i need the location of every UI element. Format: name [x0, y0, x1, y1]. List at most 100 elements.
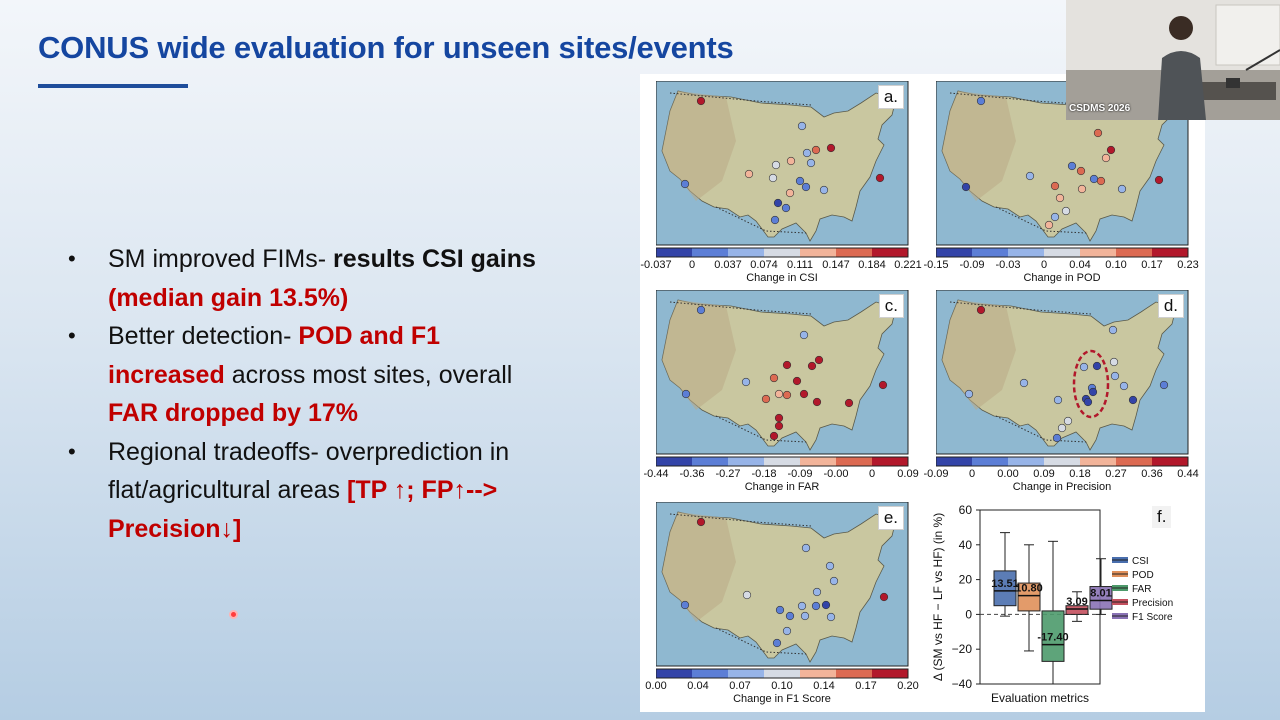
- site-marker: [1110, 371, 1120, 381]
- map-terrain: [662, 512, 736, 622]
- webcam-scene: [1066, 0, 1280, 120]
- site-marker: [785, 611, 795, 621]
- site-marker: [1101, 153, 1111, 163]
- colorbar-tick: 0.04: [687, 680, 709, 692]
- colorbar-tick: 0.04: [1069, 259, 1091, 271]
- site-marker: [742, 590, 752, 600]
- legend-entry: FAR: [1132, 584, 1151, 595]
- site-marker: [681, 389, 691, 399]
- colorbar-label: Change in FAR: [744, 481, 820, 493]
- site-marker: [785, 188, 795, 198]
- map-border: [669, 513, 812, 655]
- map-border: [669, 301, 812, 443]
- colorbar-tick: 0.09: [1033, 468, 1055, 480]
- box-precision: [1065, 605, 1089, 615]
- bullet-list: • SM improved FIMs- results CSI gains (m…: [68, 240, 608, 548]
- median-label: 8.01: [1090, 587, 1111, 599]
- legend-entry: F1 Score: [1132, 612, 1173, 623]
- colorbar-tick: 0.111: [787, 259, 813, 271]
- site-marker: [696, 305, 706, 315]
- colorbar-tick: 0.17: [855, 680, 877, 692]
- site-marker: [806, 158, 816, 168]
- site-marker: [1050, 181, 1060, 191]
- colorbar-segment: [836, 669, 873, 678]
- y-tick-label: 60: [959, 503, 973, 517]
- site-marker: [773, 198, 783, 208]
- site-marker: [875, 173, 885, 183]
- site-marker: [799, 389, 809, 399]
- colorbar-tick: 0.44: [1177, 468, 1199, 480]
- colorbar-segment: [972, 248, 1009, 257]
- colorbar-tick: 0: [968, 468, 976, 480]
- site-marker: [1119, 381, 1129, 391]
- map-panel-e: e. 0.00 0.04 0.07 0.10 0.14 0.17 0.20 Change in …: [645, 502, 919, 712]
- title-underline: [38, 84, 188, 88]
- site-marker: [782, 626, 792, 636]
- map-panel-d: d. -0.09 0 0.00 0.09 0.18 0.27 0.36 0.44 Change i…: [923, 290, 1199, 500]
- colorbar-segment: [936, 457, 973, 466]
- site-marker: [782, 390, 792, 400]
- median-label: 10.80: [1015, 583, 1043, 595]
- colorbar-tick: -0.36: [679, 468, 705, 480]
- colorbar-tick: 0.23: [1177, 259, 1199, 271]
- bullet-text: Better detection-: [108, 322, 299, 350]
- site-marker: [774, 413, 784, 423]
- y-tick-label: −40: [952, 677, 973, 691]
- site-marker: [807, 361, 817, 371]
- panel-letter: a.: [877, 85, 904, 109]
- colorbar-segment: [836, 248, 873, 257]
- colorbar-tick: 0.36: [1141, 468, 1163, 480]
- colorbar-segment: [692, 457, 729, 466]
- colorbar-segment: [656, 248, 693, 257]
- site-marker: [775, 605, 785, 615]
- site-marker: [1055, 193, 1065, 203]
- site-marker: [819, 185, 829, 195]
- slide-title: CONUS wide evaluation for unseen sites/e…: [38, 30, 734, 65]
- map-border: [949, 301, 1092, 443]
- site-marker: [769, 431, 779, 441]
- map-border: [669, 92, 812, 234]
- colorbar-tick: 0.07: [729, 680, 751, 692]
- colorbar-segment: [800, 669, 837, 678]
- site-marker: [1057, 423, 1067, 433]
- site-marker: [1154, 175, 1164, 185]
- colorbar-tick: 0: [1040, 259, 1048, 271]
- colorbar-frame: [656, 456, 909, 467]
- y-tick-label: 40: [959, 538, 973, 552]
- bullet-dot-icon: •: [68, 438, 76, 464]
- site-marker: [1019, 378, 1029, 388]
- median-label: 3.09: [1066, 596, 1087, 608]
- colorbar-segment: [800, 248, 837, 257]
- site-marker: [976, 96, 986, 106]
- colorbar-frame: [656, 247, 909, 258]
- site-marker: [811, 601, 821, 611]
- site-marker: [961, 182, 971, 192]
- site-marker: [795, 176, 805, 186]
- site-marker: [1108, 325, 1118, 335]
- colorbar-tick: -0.15: [923, 259, 949, 271]
- bullet-text-red: increased: [108, 360, 225, 389]
- site-marker: [774, 389, 784, 399]
- colorbar-segment: [1116, 248, 1153, 257]
- site-marker: [1050, 212, 1060, 222]
- site-marker: [1052, 433, 1062, 443]
- panel-letter: e.: [877, 506, 904, 530]
- colorbar-segment: [1152, 248, 1189, 257]
- site-marker: [802, 148, 812, 158]
- colorbar-tick: 0.10: [771, 680, 793, 692]
- site-marker: [1096, 176, 1106, 186]
- colorbar-frame: [656, 668, 909, 679]
- site-marker: [680, 179, 690, 189]
- colorbar-segment: [836, 457, 873, 466]
- panel-letter: c.: [878, 294, 904, 318]
- site-marker: [811, 145, 821, 155]
- site-marker: [976, 305, 986, 315]
- legend-entry: Precision: [1132, 598, 1173, 609]
- map-figure: [936, 290, 1189, 467]
- y-tick-label: 20: [959, 573, 973, 587]
- site-marker: [696, 96, 706, 106]
- site-marker: [781, 203, 791, 213]
- legend-entry: CSI: [1132, 556, 1149, 567]
- colorbar-segment: [728, 248, 765, 257]
- site-marker: [1117, 184, 1127, 194]
